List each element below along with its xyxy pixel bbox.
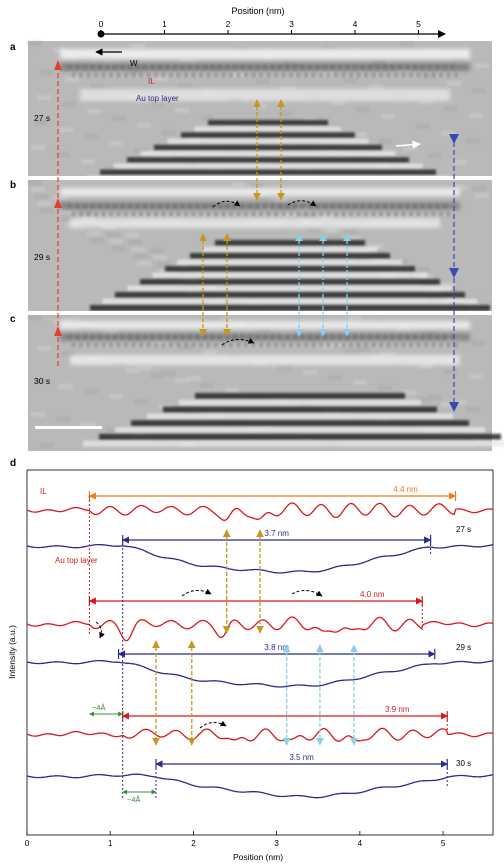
legend-au: Au top layer	[55, 556, 98, 565]
plot-curved-arrow	[181, 588, 212, 597]
top-position-axis: Position (nm) 0 1 2 3 4 5	[97, 6, 446, 38]
panel-c-time: 30 s	[34, 376, 50, 386]
bottom-tick-label: 3	[274, 839, 279, 848]
curve-il-4	[26, 727, 494, 742]
intensity-plot: 4.4 nm 3.7 nm 4.0 nm 3.8 nm 3.9 nm 3.5 nm 0 1 2…	[7, 469, 494, 862]
panel-label-a: a	[10, 42, 16, 53]
curve-il-0	[26, 502, 494, 522]
bottom-tick-label: 0	[25, 839, 30, 848]
top-tick-label: 4	[353, 19, 358, 29]
panel-b-image	[28, 180, 492, 311]
top-tick-label: 1	[162, 19, 167, 29]
top-axis-title: Position (nm)	[231, 6, 284, 16]
bottom-tick-label: 5	[441, 839, 446, 848]
time-30: 30 s	[456, 759, 471, 768]
tem-marker-arrows	[199, 99, 351, 337]
curved-arrow	[221, 338, 255, 346]
top-tick-label: 5	[416, 19, 421, 29]
bottom-tick-label: 1	[108, 839, 113, 848]
shift-label-1: ~4Å	[92, 703, 106, 712]
panel-c-image	[28, 315, 504, 451]
panel-label-c: c	[10, 314, 16, 325]
scale-bar	[35, 426, 102, 429]
white-arrow	[395, 140, 421, 149]
plot-curved-arrow	[95, 621, 105, 639]
curve-au-top-layer-5	[26, 773, 494, 799]
bottom-axis-ticks: 0 1 2 3 4 5	[25, 831, 446, 848]
top-axis-ticks: 0 1 2 3 4 5	[99, 19, 421, 34]
panel-a-time: 27 s	[34, 113, 50, 123]
span-label: 3.9 nm	[385, 705, 410, 714]
plot-frame	[26, 469, 494, 836]
red-dashed-arrow	[54, 60, 62, 366]
span-label: 3.8 nm	[264, 643, 289, 652]
span-label: 4.0 nm	[360, 590, 385, 599]
time-27: 27 s	[456, 525, 471, 534]
x-axis-label: Position (nm)	[233, 852, 283, 862]
panel-label-b: b	[10, 180, 16, 191]
top-tick-label: 0	[99, 19, 104, 29]
curved-arrow	[287, 200, 317, 207]
plot-curved-arrow	[199, 720, 227, 729]
legend-il: IL	[40, 487, 47, 496]
span-label: 3.7 nm	[264, 529, 289, 538]
bottom-tick-label: 2	[191, 839, 196, 848]
span-label: 4.4 nm	[393, 485, 418, 494]
span-label: 3.5 nm	[289, 753, 314, 762]
curve-au-top-layer-3	[26, 659, 494, 688]
panel-b-time: 29 s	[34, 252, 50, 262]
y-axis-label: Intensity (a.u.)	[7, 625, 17, 679]
plot-annotations: 4.4 nm 3.7 nm 4.0 nm 3.8 nm 3.9 nm 3.5 nm	[88, 485, 457, 800]
time-29: 29 s	[456, 643, 471, 652]
w-label: W	[130, 59, 138, 68]
blue-dashed-arrow	[449, 134, 459, 412]
panel-label-d: d	[10, 458, 16, 469]
au-top-layer-label: Au top layer	[136, 94, 179, 103]
tem-images	[28, 41, 504, 451]
top-tick-label: 3	[289, 19, 294, 29]
plot-curved-arrow	[291, 590, 323, 597]
il-label: IL	[148, 77, 155, 86]
panel-a-image	[28, 41, 492, 194]
shift-label-2: ~4Å	[127, 795, 141, 804]
bottom-tick-label: 4	[358, 839, 363, 848]
intensity-curves	[26, 502, 494, 799]
top-tick-label: 2	[226, 19, 231, 29]
curved-arrow	[212, 200, 241, 208]
